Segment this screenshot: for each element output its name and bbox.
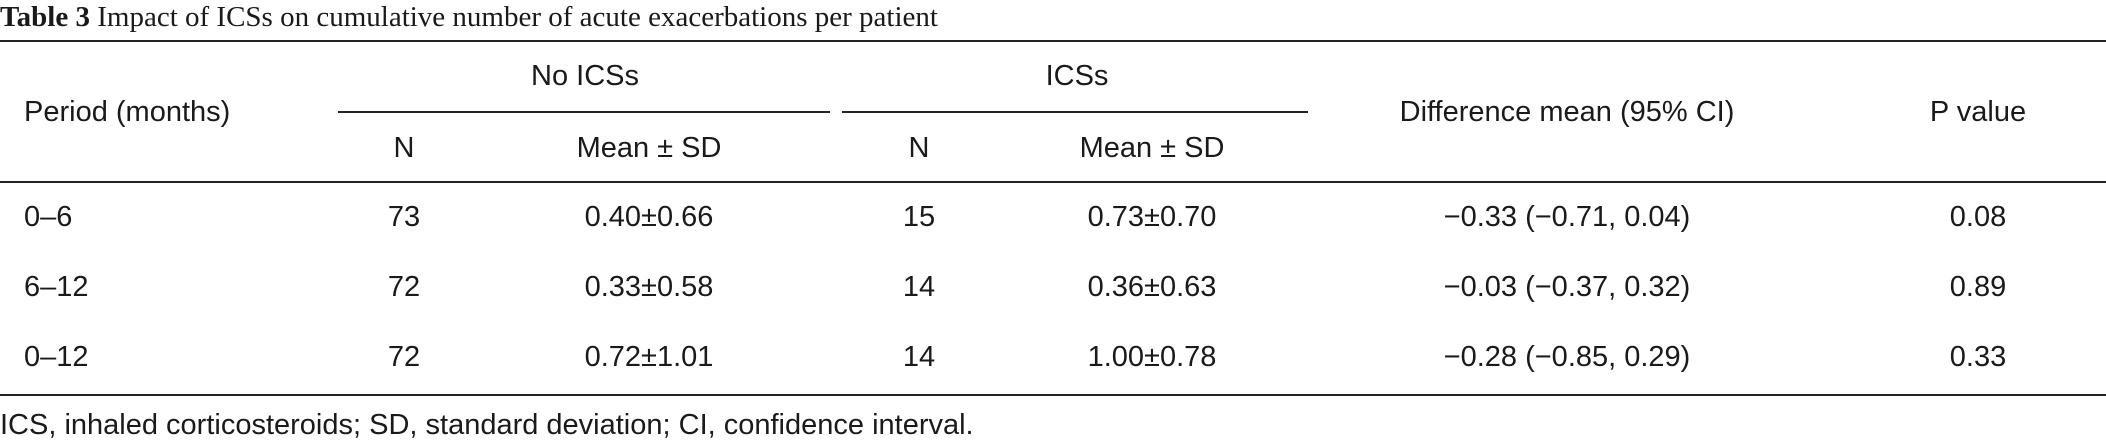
row-difference: −0.03 (−0.37, 0.32) xyxy=(1443,271,1691,303)
row-no-ics-mean: 0.40±0.66 xyxy=(584,201,714,233)
row-difference: −0.28 (−0.85, 0.29) xyxy=(1443,341,1691,373)
row-period: 0–6 xyxy=(24,201,73,233)
header-no-ics-mean-sd: Mean ± SD xyxy=(576,132,722,164)
header-ics-mean-sd: Mean ± SD xyxy=(1079,132,1225,164)
header-rule xyxy=(0,181,2106,183)
row-ics-n: 14 xyxy=(902,271,936,303)
row-period: 6–12 xyxy=(24,271,89,303)
ics-group-rule xyxy=(842,111,1308,113)
row-no-ics-mean: 0.33±0.58 xyxy=(584,271,714,303)
row-p-value: 0.08 xyxy=(1949,201,2007,233)
table-caption: Table 3 Impact of ICSs on cumulative num… xyxy=(0,0,938,40)
row-no-ics-n: 72 xyxy=(387,271,421,303)
header-p-value: P value xyxy=(1929,96,2027,128)
table-caption-text: Impact of ICSs on cumulative number of a… xyxy=(97,1,938,33)
header-period: Period (months) xyxy=(24,96,231,128)
row-ics-n: 15 xyxy=(902,201,936,233)
row-difference: −0.33 (−0.71, 0.04) xyxy=(1443,201,1691,233)
row-ics-n: 14 xyxy=(902,341,936,373)
row-no-ics-mean: 0.72±1.01 xyxy=(584,341,714,373)
header-group-no-ics: No ICSs xyxy=(531,60,639,92)
table-footnote: ICS, inhaled corticosteroids; SD, standa… xyxy=(0,409,974,441)
row-no-ics-n: 72 xyxy=(387,341,421,373)
row-p-value: 0.89 xyxy=(1949,271,2007,303)
row-ics-mean: 1.00±0.78 xyxy=(1087,341,1217,373)
row-no-ics-n: 73 xyxy=(387,201,421,233)
header-difference: Difference mean (95% CI) xyxy=(1399,96,1735,128)
header-group-ics: ICSs xyxy=(1045,60,1109,92)
row-period: 0–12 xyxy=(24,341,89,373)
top-rule xyxy=(0,40,2106,42)
no-ics-group-rule xyxy=(338,111,830,113)
bottom-rule xyxy=(0,394,2106,396)
header-no-ics-n: N xyxy=(393,132,415,164)
header-ics-n: N xyxy=(908,132,930,164)
row-ics-mean: 0.73±0.70 xyxy=(1087,201,1217,233)
row-ics-mean: 0.36±0.63 xyxy=(1087,271,1217,303)
row-p-value: 0.33 xyxy=(1949,341,2007,373)
table-caption-label: Table 3 xyxy=(0,1,90,33)
